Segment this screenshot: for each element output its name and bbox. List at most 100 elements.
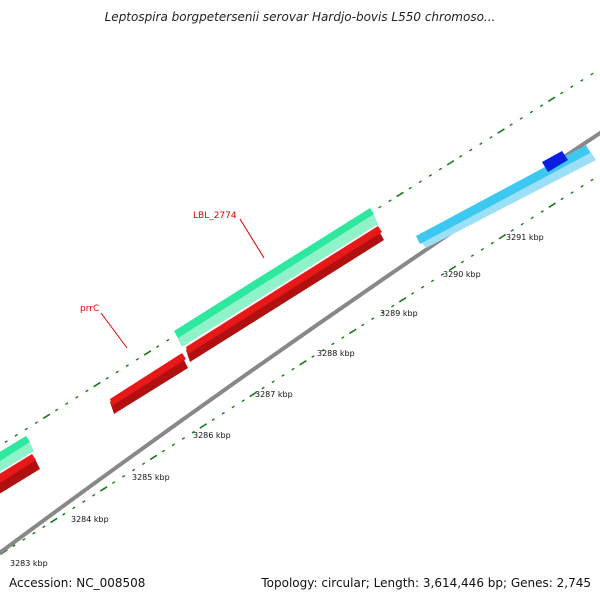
outer-tick (24, 427, 28, 431)
outer-tick (489, 135, 493, 139)
scale-label-3284: 3284 kbp (71, 515, 109, 524)
inner-tick (381, 311, 385, 314)
gene-label-leader-lbl-2774 (239, 218, 265, 259)
outer-tick (580, 78, 584, 82)
inner-tick (470, 254, 475, 258)
outer-tick (115, 370, 119, 374)
outer-tick (105, 376, 109, 380)
inner-tick (32, 531, 36, 535)
inner-tick (361, 323, 365, 327)
scale-label-3289: 3289 kbp (380, 309, 418, 318)
inner-tick (271, 380, 275, 384)
inner-tick (590, 178, 594, 182)
inner-tick (480, 247, 485, 251)
inner-tick (191, 430, 195, 434)
inner-tick (241, 399, 245, 403)
outer-tick (539, 104, 544, 108)
outer-tick (590, 72, 594, 76)
outer-tick (560, 91, 564, 95)
outer-tick (166, 338, 170, 342)
outer-tick (570, 85, 574, 89)
inner-tick (560, 197, 564, 201)
inner-tick (72, 506, 76, 510)
feature-dark-blue-segment[interactable] (542, 151, 568, 172)
outer-tick (428, 174, 433, 177)
inner-tick (149, 454, 158, 461)
inner-tick (530, 216, 534, 220)
outer-tick (396, 191, 404, 198)
inner-tick (131, 468, 136, 472)
inner-tick (199, 423, 208, 429)
inner-tick (540, 210, 544, 213)
inner-tick (490, 241, 494, 245)
inner-tick (430, 279, 435, 283)
scale-label-3288: 3288 kbp (317, 349, 355, 358)
outer-tick (93, 381, 101, 388)
inner-tick (211, 418, 215, 421)
gene-left-green-bar[interactable] (0, 436, 34, 474)
inner-tick (311, 355, 315, 358)
gene-red-long-bar[interactable] (186, 226, 384, 362)
inner-tick (181, 437, 186, 440)
outer-tick (529, 110, 534, 114)
gene-label-prrc[interactable]: prrC (80, 304, 99, 314)
outer-tick (14, 433, 18, 437)
gene-left-red-bar[interactable] (0, 454, 40, 496)
inner-tick (221, 411, 225, 415)
inner-tick (299, 360, 307, 366)
inner-tick (231, 405, 235, 409)
scale-label-3286: 3286 kbp (193, 431, 231, 440)
inner-tick (99, 486, 108, 492)
outer-tick (143, 350, 152, 356)
outer-tick (509, 123, 513, 127)
map-title: Leptospira borgpetersenii serovar Hardjo… (104, 10, 496, 24)
inner-tick (141, 462, 146, 466)
outer-tick (54, 408, 59, 412)
feature-blue-segment[interactable] (416, 145, 596, 248)
outer-tick (75, 395, 79, 399)
inner-tick (62, 512, 66, 516)
topology-summary: Topology: circular; Length: 3,614,446 bp… (261, 576, 591, 590)
inner-tick (410, 292, 415, 295)
inner-tick (22, 537, 26, 541)
gene-label-leader-prrc (100, 312, 128, 349)
inner-tick (420, 285, 425, 289)
scale-label-3283: 3283 kbp (10, 559, 48, 568)
outer-tick (418, 180, 422, 184)
outer-tick (388, 199, 392, 203)
scale-labels: 3283 kbp 3284 kbp 3285 kbp 3286 kbp 3287… (10, 233, 544, 568)
inner-tick (371, 317, 375, 321)
outer-tick (135, 357, 140, 361)
inner-tick (460, 260, 465, 264)
outer-tick (469, 148, 473, 152)
inner-tick (440, 273, 445, 276)
outer-tick (4, 440, 8, 444)
outer-tick (547, 96, 556, 103)
inner-tick (570, 191, 574, 195)
inner-tick (42, 525, 46, 529)
inner-tick (510, 229, 514, 232)
outer-tick (408, 186, 412, 190)
inner-tick (391, 304, 395, 308)
outer-tick (34, 421, 39, 425)
inner-tick (50, 517, 58, 524)
outer-tick (125, 364, 129, 367)
inner-tick (281, 374, 285, 377)
gene-label-lbl-2774[interactable]: LBL_2774 (193, 211, 237, 221)
inner-tick (171, 443, 176, 447)
outer-tick (438, 167, 443, 171)
outer-tick (497, 128, 505, 134)
gene-lbl-2774-bar[interactable] (174, 208, 378, 347)
inner-tick-row (0, 178, 594, 555)
inner-tick (12, 544, 16, 548)
gene-prrc-bar[interactable] (110, 353, 188, 414)
inner-tick (291, 367, 295, 371)
inner-tick (92, 493, 96, 497)
inner-tick (341, 336, 345, 340)
inner-tick (520, 222, 524, 226)
outer-tick (519, 116, 523, 120)
outer-tick (378, 205, 382, 209)
scale-label-3291: 3291 kbp (506, 233, 544, 242)
outer-tick (479, 142, 483, 146)
